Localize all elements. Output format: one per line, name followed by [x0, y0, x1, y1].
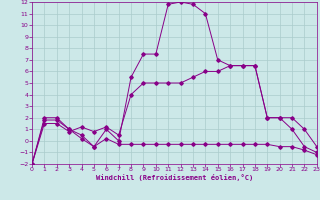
X-axis label: Windchill (Refroidissement éolien,°C): Windchill (Refroidissement éolien,°C): [96, 174, 253, 181]
